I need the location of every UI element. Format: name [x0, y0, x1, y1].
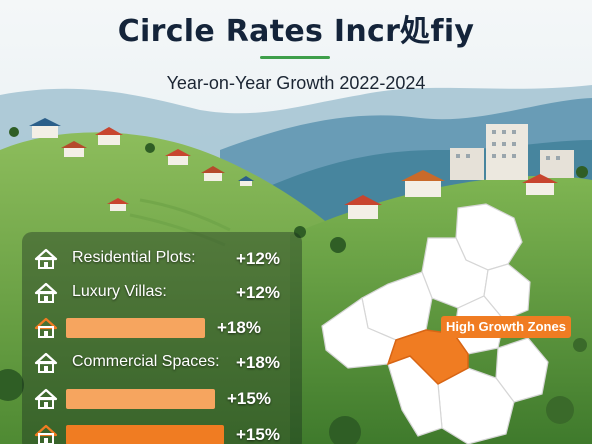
house-icon	[401, 170, 445, 197]
house-icon	[34, 388, 58, 409]
house-icon	[29, 118, 61, 138]
house-icon	[34, 424, 58, 444]
house-icon	[34, 282, 58, 303]
rate-label: Luxury Villas:	[72, 283, 167, 300]
growth-bar	[66, 389, 215, 409]
rate-value: +15%	[236, 425, 280, 444]
rate-row: Luxury Villas: +12%	[0, 278, 300, 308]
rate-row: +15%	[0, 384, 300, 414]
house-icon	[61, 141, 87, 157]
house-icon	[201, 166, 225, 181]
rate-row: +15%	[0, 420, 300, 444]
high-growth-zones-label: High Growth Zones	[441, 316, 571, 338]
page-subtitle: Year-on-Year Growth 2022-2024	[166, 73, 426, 93]
house-icon	[95, 127, 123, 145]
title-underline	[260, 56, 330, 59]
rate-value: +12%	[236, 249, 280, 268]
house-icon	[34, 352, 58, 373]
house-icon	[238, 176, 254, 186]
growth-bar	[66, 425, 224, 444]
rate-value: +12%	[236, 283, 280, 302]
house-icon	[34, 317, 58, 338]
house-icon	[165, 149, 191, 165]
growth-bar	[66, 318, 205, 338]
rate-value: +15%	[227, 389, 271, 408]
rate-label: Residential Plots:	[72, 249, 196, 266]
growth-map	[321, 203, 549, 444]
rate-value: +18%	[236, 353, 280, 372]
building-icon	[450, 124, 574, 180]
house-icon	[107, 198, 129, 211]
map-region	[437, 367, 515, 444]
house-icon	[344, 195, 382, 219]
house-icon	[34, 248, 58, 269]
page-title: Circle Rates Incr処fiy	[117, 14, 475, 49]
rate-row: Residential Plots: +12%	[0, 244, 300, 274]
house-icon	[522, 174, 558, 195]
rate-label: Commercial Spaces:	[72, 353, 220, 370]
rate-row: +18%	[0, 313, 300, 343]
high-growth-region	[386, 329, 469, 385]
rate-row: Commercial Spaces: +18%	[0, 348, 300, 378]
rate-value: +18%	[217, 318, 261, 337]
